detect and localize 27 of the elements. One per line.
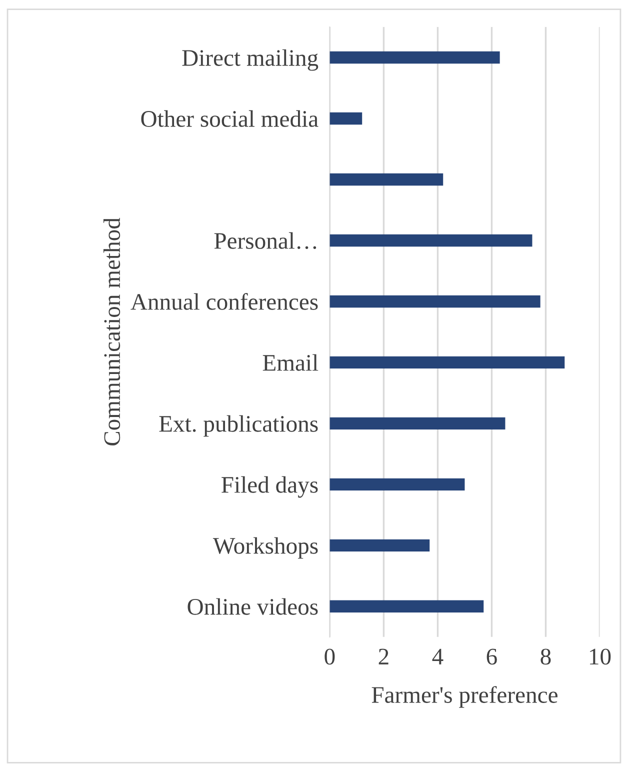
x-tick-label: 4 [432, 648, 444, 664]
bar [330, 295, 540, 308]
bar [330, 539, 430, 552]
bar [330, 478, 465, 491]
y-tick-label: Workshops [212, 537, 318, 559]
x-tick-label: 10 [590, 648, 611, 665]
y-tick-label: Online videos [188, 598, 318, 615]
bar [330, 417, 506, 430]
x-tick-label: 0 [324, 648, 335, 665]
bar [330, 356, 565, 369]
x-tick-label: 8 [540, 648, 551, 665]
x-tick-label: 2 [378, 648, 388, 664]
y-tick-label: Personal… [214, 232, 316, 250]
y-tick-label: Email [262, 354, 318, 371]
y-tick-label: Filed days [222, 476, 318, 498]
bar [330, 173, 444, 186]
bar [330, 51, 500, 64]
y-tick-label: Ext. publications [159, 415, 318, 437]
bar [330, 112, 362, 125]
y-tick-label: Direct mailing [182, 49, 318, 71]
x-tick-label: 6 [486, 648, 497, 665]
x-axis-title: Farmer's preference [372, 686, 558, 708]
bar [330, 234, 532, 247]
y-tick-label: Annual conferences [130, 293, 318, 310]
y-tick-label: Other social media [141, 110, 318, 127]
y-axis-title: Communication method [103, 218, 120, 446]
bar [330, 600, 484, 613]
